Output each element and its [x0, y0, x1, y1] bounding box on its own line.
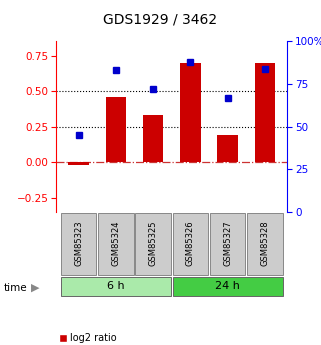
Text: time: time	[3, 283, 27, 293]
Bar	[106, 97, 126, 162]
Bar	[61, 214, 96, 275]
Bar	[180, 63, 201, 162]
Text: GSM85323: GSM85323	[74, 220, 83, 266]
Legend: log2 ratio, percentile rank within the sample: log2 ratio, percentile rank within the s…	[59, 333, 235, 345]
Bar	[68, 162, 89, 165]
Bar	[217, 135, 238, 162]
Bar	[247, 214, 282, 275]
Text: 6 h: 6 h	[107, 281, 125, 291]
Bar	[210, 214, 245, 275]
Text: 24 h: 24 h	[215, 281, 240, 291]
Text: GSM85324: GSM85324	[111, 220, 120, 266]
Text: GSM85325: GSM85325	[149, 220, 158, 266]
Text: ▶: ▶	[30, 283, 39, 293]
Text: GDS1929 / 3462: GDS1929 / 3462	[103, 12, 218, 26]
Bar	[173, 214, 208, 275]
Bar	[61, 277, 171, 296]
Bar	[173, 277, 282, 296]
Text: GSM85326: GSM85326	[186, 220, 195, 266]
Bar	[143, 115, 163, 162]
Text: GSM85327: GSM85327	[223, 220, 232, 266]
Bar	[255, 63, 275, 162]
Text: GSM85328: GSM85328	[260, 220, 269, 266]
Bar	[98, 214, 134, 275]
Bar	[135, 214, 171, 275]
